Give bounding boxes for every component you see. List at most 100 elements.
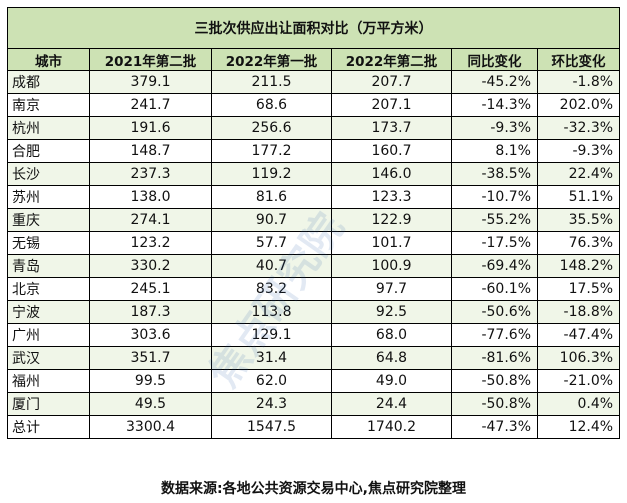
value-cell: 76.3%: [536, 231, 621, 255]
value-cell: 49.0: [331, 369, 452, 393]
value-cell: -55.2%: [451, 208, 538, 232]
value-cell: 148.7: [89, 139, 212, 163]
table-row: 广州 303.6 129.1 68.0 -77.6% -47.4%: [7, 323, 621, 347]
value-cell: -50.8%: [451, 392, 538, 416]
data-table: 三批次供应出让面积对比（万平方米） 城市 2021年第二批 2022年第一批 2022…: [6, 7, 621, 439]
value-cell: 22.4%: [536, 162, 621, 186]
value-cell: 57.7: [211, 231, 332, 255]
value-cell: 160.7: [331, 139, 452, 163]
value-cell: -69.4%: [451, 254, 538, 278]
value-cell: 31.4: [211, 346, 332, 370]
value-cell: 256.6: [211, 116, 332, 140]
value-cell: 237.3: [89, 162, 212, 186]
table-row: 南京 241.7 68.6 207.1 -14.3% 202.0%: [7, 93, 621, 117]
table-row: 总计 3300.4 1547.5 1740.2 -47.3% 12.4%: [7, 415, 621, 439]
table-row: 合肥 148.7 177.2 160.7 8.1% -9.3%: [7, 139, 621, 163]
value-cell: 17.5%: [536, 277, 621, 301]
value-cell: -21.0%: [536, 369, 621, 393]
value-cell: 146.0: [331, 162, 452, 186]
city-cell: 苏州: [7, 185, 90, 209]
value-cell: 123.2: [89, 231, 212, 255]
city-cell: 厦门: [7, 392, 90, 416]
table-row: 苏州 138.0 81.6 123.3 -10.7% 51.1%: [7, 185, 621, 209]
value-cell: 62.0: [211, 369, 332, 393]
column-header: 2022年第二批: [331, 48, 452, 71]
table-row: 杭州 191.6 256.6 173.7 -9.3% -32.3%: [7, 116, 621, 140]
city-cell: 成都: [7, 70, 90, 94]
value-cell: 51.1%: [536, 185, 621, 209]
city-cell: 福州: [7, 369, 90, 393]
city-cell: 北京: [7, 277, 90, 301]
value-cell: 274.1: [89, 208, 212, 232]
value-cell: -77.6%: [451, 323, 538, 347]
value-cell: 211.5: [211, 70, 332, 94]
value-cell: 191.6: [89, 116, 212, 140]
value-cell: -14.3%: [451, 93, 538, 117]
city-cell: 宁波: [7, 300, 90, 324]
column-header: 城市: [7, 48, 90, 71]
header-row: 城市 2021年第二批 2022年第一批 2022年第二批 同比变化 环比变化: [7, 48, 621, 71]
table-row: 福州 99.5 62.0 49.0 -50.8% -21.0%: [7, 369, 621, 393]
value-cell: 113.8: [211, 300, 332, 324]
value-cell: 187.3: [89, 300, 212, 324]
value-cell: 100.9: [331, 254, 452, 278]
value-cell: 68.6: [211, 93, 332, 117]
city-cell: 杭州: [7, 116, 90, 140]
value-cell: 35.5%: [536, 208, 621, 232]
value-cell: 24.4: [331, 392, 452, 416]
value-cell: 49.5: [89, 392, 212, 416]
value-cell: 241.7: [89, 93, 212, 117]
city-cell: 南京: [7, 93, 90, 117]
value-cell: -50.8%: [451, 369, 538, 393]
value-cell: 148.2%: [536, 254, 621, 278]
table-row: 北京 245.1 83.2 97.7 -60.1% 17.5%: [7, 277, 621, 301]
table-row: 无锡 123.2 57.7 101.7 -17.5% 76.3%: [7, 231, 621, 255]
value-cell: 90.7: [211, 208, 332, 232]
value-cell: 0.4%: [536, 392, 621, 416]
value-cell: 106.3%: [536, 346, 621, 370]
table-row: 长沙 237.3 119.2 146.0 -38.5% 22.4%: [7, 162, 621, 186]
value-cell: -9.3%: [536, 139, 621, 163]
value-cell: 119.2: [211, 162, 332, 186]
table-body: 成都 379.1 211.5 207.7 -45.2% -1.8% 南京 241.7 68.6 2…: [7, 70, 621, 439]
value-cell: -38.5%: [451, 162, 538, 186]
value-cell: 207.1: [331, 93, 452, 117]
table-row: 青岛 330.2 40.7 100.9 -69.4% 148.2%: [7, 254, 621, 278]
value-cell: 379.1: [89, 70, 212, 94]
value-cell: -45.2%: [451, 70, 538, 94]
value-cell: 245.1: [89, 277, 212, 301]
value-cell: -47.3%: [451, 415, 538, 439]
value-cell: -50.6%: [451, 300, 538, 324]
value-cell: 81.6: [211, 185, 332, 209]
value-cell: 64.8: [331, 346, 452, 370]
value-cell: -18.8%: [536, 300, 621, 324]
value-cell: 330.2: [89, 254, 212, 278]
city-cell: 长沙: [7, 162, 90, 186]
value-cell: 138.0: [89, 185, 212, 209]
value-cell: -10.7%: [451, 185, 538, 209]
value-cell: 101.7: [331, 231, 452, 255]
value-cell: -60.1%: [451, 277, 538, 301]
value-cell: 177.2: [211, 139, 332, 163]
value-cell: 97.7: [331, 277, 452, 301]
value-cell: 12.4%: [536, 415, 621, 439]
table-row: 成都 379.1 211.5 207.7 -45.2% -1.8%: [7, 70, 621, 94]
value-cell: -47.4%: [536, 323, 621, 347]
table-title: 三批次供应出让面积对比（万平方米）: [6, 7, 621, 49]
city-cell: 广州: [7, 323, 90, 347]
value-cell: 1740.2: [331, 415, 452, 439]
city-cell: 青岛: [7, 254, 90, 278]
city-cell: 合肥: [7, 139, 90, 163]
value-cell: 351.7: [89, 346, 212, 370]
city-cell: 无锡: [7, 231, 90, 255]
value-cell: 1547.5: [211, 415, 332, 439]
value-cell: 122.9: [331, 208, 452, 232]
city-cell: 武汉: [7, 346, 90, 370]
table-row: 武汉 351.7 31.4 64.8 -81.6% 106.3%: [7, 346, 621, 370]
value-cell: 92.5: [331, 300, 452, 324]
value-cell: 129.1: [211, 323, 332, 347]
value-cell: 303.6: [89, 323, 212, 347]
value-cell: 173.7: [331, 116, 452, 140]
column-header: 环比变化: [536, 48, 621, 71]
